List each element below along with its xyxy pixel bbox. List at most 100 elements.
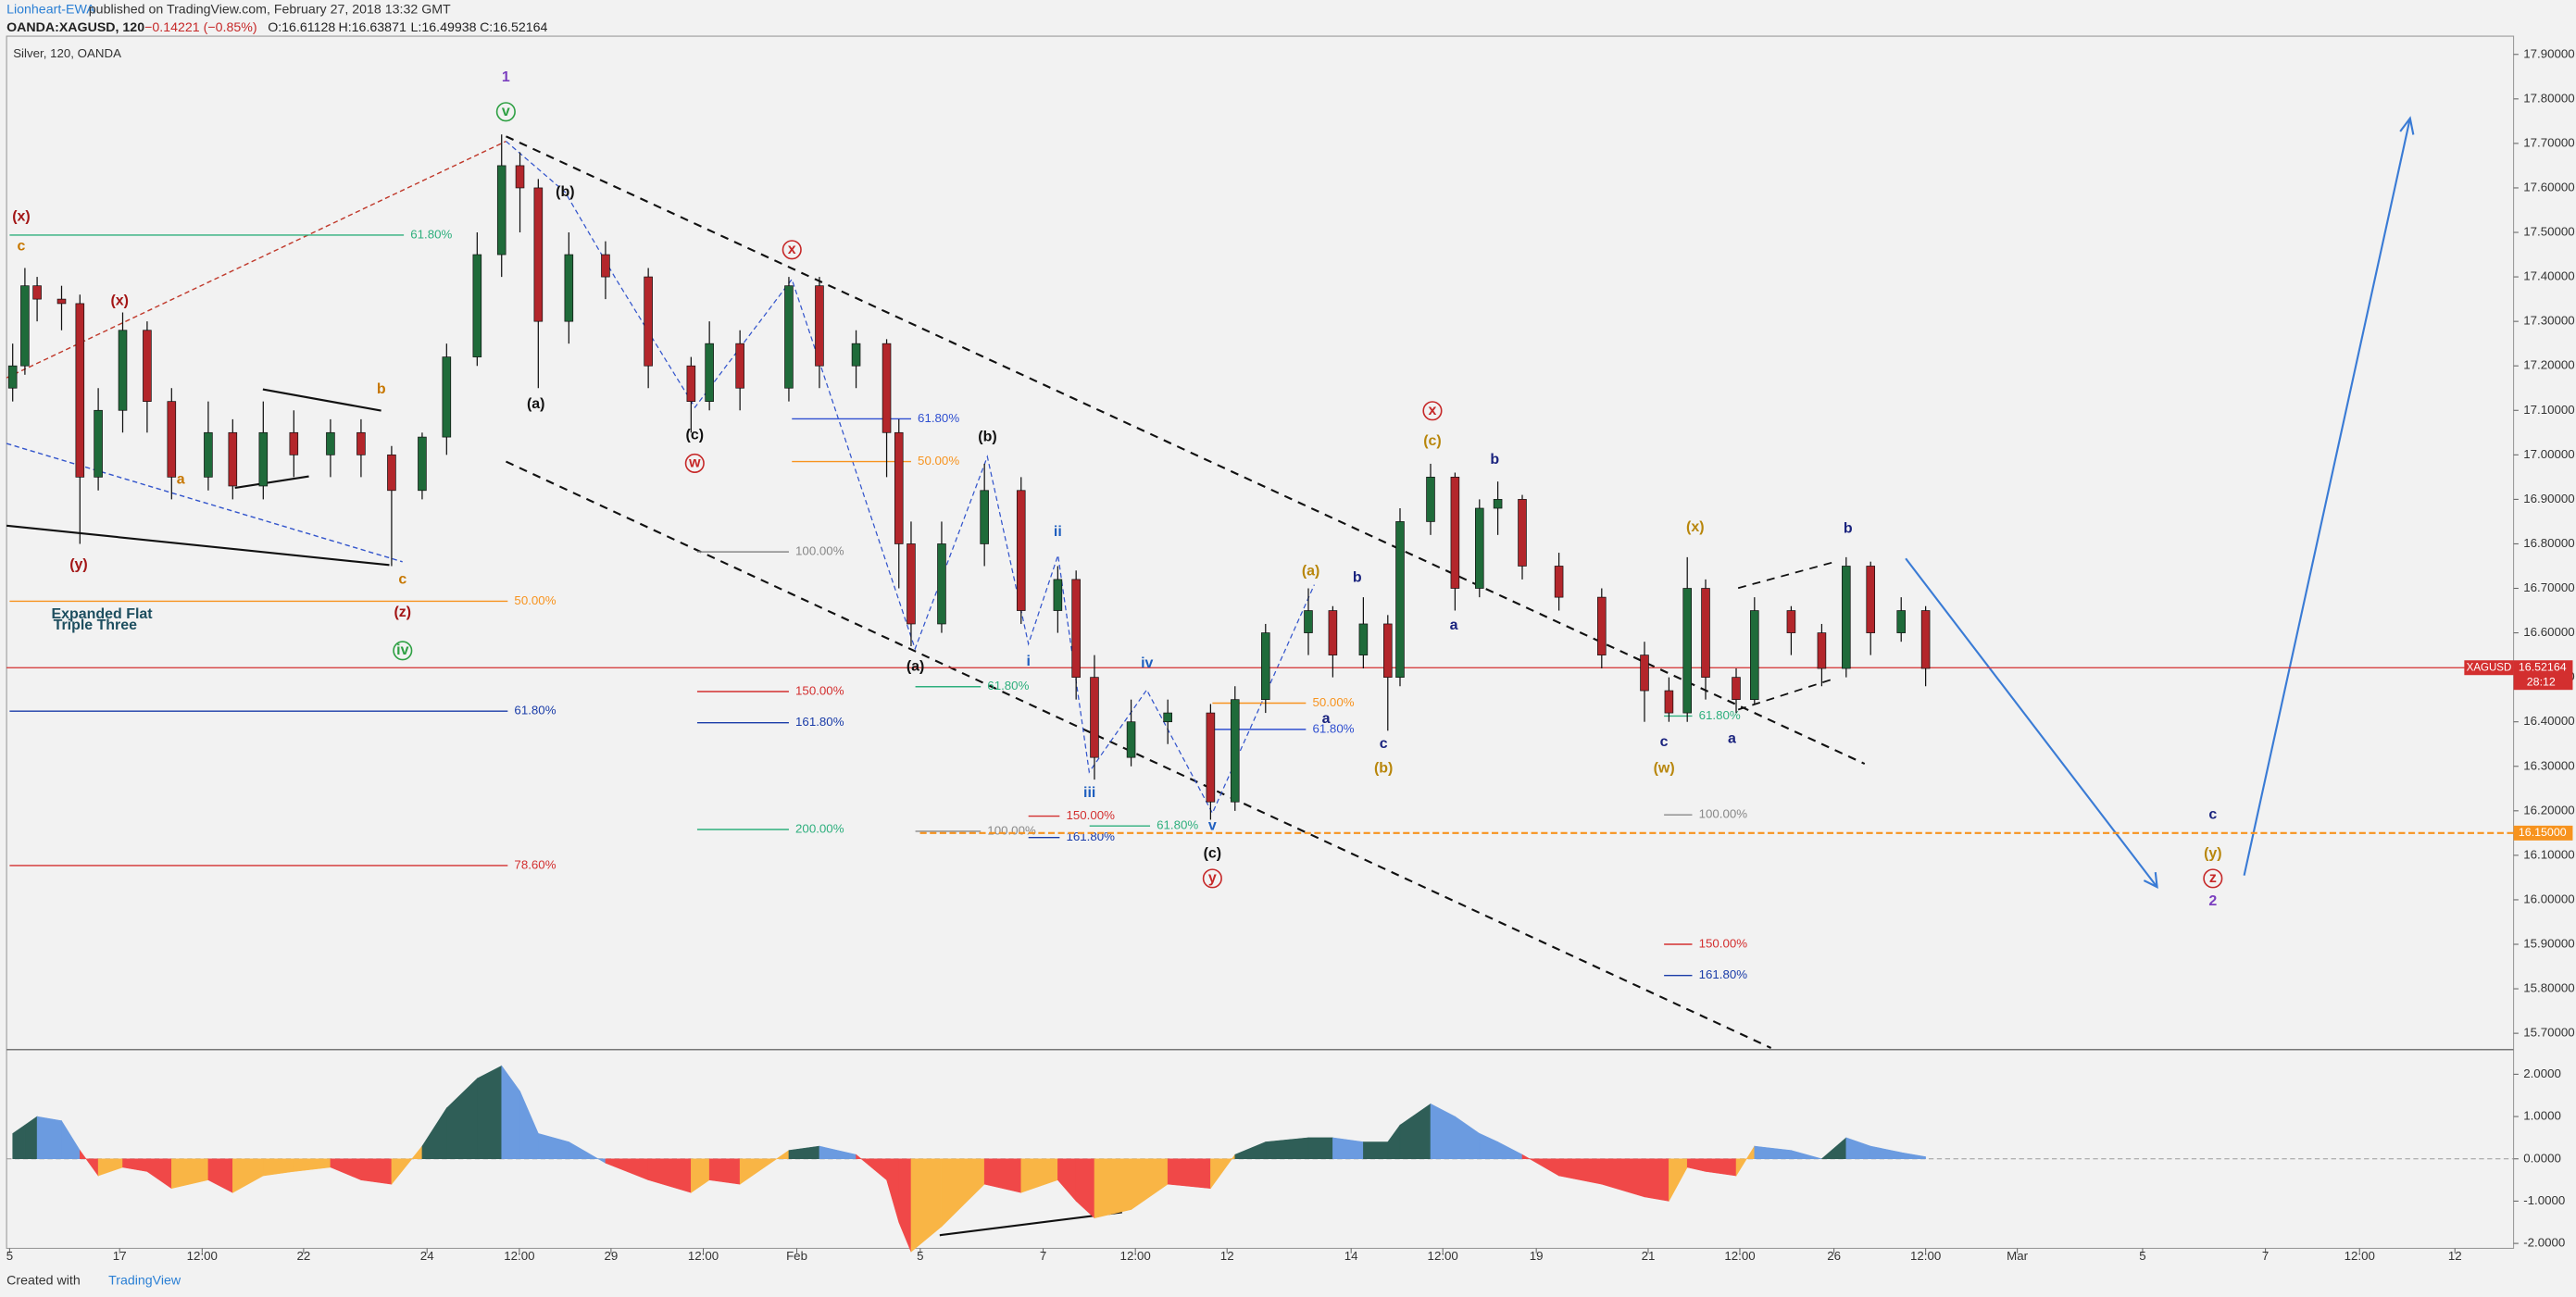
wave-circle: [1422, 401, 1443, 421]
x-tick-label: 5: [917, 1249, 923, 1263]
y-tick-label: 15.70000: [2523, 1026, 2574, 1040]
osc-area: [1900, 1152, 1926, 1160]
candle-body: [143, 330, 152, 403]
candle-body: [7, 365, 18, 389]
author[interactable]: Lionheart-EWA: [6, 2, 95, 17]
channel-upper: [506, 135, 1866, 766]
fib-label: 200.00%: [795, 822, 844, 836]
wave-label: c: [398, 572, 406, 588]
y-tick-label: 16.20000: [2523, 803, 2574, 817]
candle-body: [882, 343, 892, 433]
x-tick-label: 5: [6, 1249, 13, 1263]
y-tick-label: 17.00000: [2523, 447, 2574, 461]
fib-label: 150.00%: [1699, 937, 1748, 951]
candle-body: [442, 356, 452, 438]
brand[interactable]: TradingView: [108, 1274, 181, 1289]
x-tick-label: 12:00: [1120, 1249, 1151, 1263]
candle-body: [1328, 610, 1338, 655]
candle-body: [1732, 677, 1741, 701]
y-tick-label: 16.30000: [2523, 758, 2574, 772]
y-tick-label: 17.40000: [2523, 269, 2574, 283]
candle-body: [20, 285, 30, 367]
candle-body: [515, 165, 525, 189]
candle-body: [1090, 677, 1099, 758]
candle-body: [1701, 588, 1710, 678]
candle-body: [1126, 721, 1136, 758]
candle-body: [56, 298, 67, 305]
fib-label: 61.80%: [1312, 721, 1354, 735]
candle-body: [1382, 623, 1393, 678]
symbol: OANDA:XAGUSD, 120: [6, 20, 144, 35]
wave-label: v: [502, 104, 510, 119]
wave-label: (a): [1302, 563, 1320, 579]
candle-body: [1597, 596, 1607, 655]
wave-label: a: [177, 471, 185, 487]
osc-area: [477, 1065, 502, 1160]
wave-label: (c): [686, 427, 705, 443]
x-tick-label: Mar: [2007, 1249, 2028, 1263]
fib-label: 61.80%: [410, 227, 452, 241]
trend-line: [1737, 560, 1836, 590]
wave-label: z: [2209, 870, 2217, 886]
x-tick-label: 14: [1344, 1249, 1358, 1263]
candle-body: [1682, 588, 1692, 714]
candle-body: [1750, 610, 1759, 701]
wave-label: (y): [69, 557, 88, 573]
x-tick-label: 12:00: [1724, 1249, 1755, 1263]
wave-label: (c): [1204, 846, 1222, 862]
wave-label: (a): [907, 658, 925, 674]
candle-body: [1426, 477, 1435, 522]
wave-label: (x): [12, 208, 31, 224]
x-tick-label: Feb: [786, 1249, 807, 1263]
wave-label: (w): [1654, 760, 1675, 776]
open: O:16.61128: [268, 20, 335, 35]
close: C:16.52164: [480, 20, 547, 35]
wave-label: b: [1353, 570, 1362, 586]
x-tick-label: 7: [1040, 1249, 1046, 1263]
fib-label: 100.00%: [1699, 807, 1748, 821]
change: −0.14221 (−0.85%): [144, 20, 256, 35]
x-tick-label: 24: [420, 1249, 434, 1263]
wave-label: y: [1208, 870, 1217, 886]
wave-label: (b): [978, 429, 996, 444]
wave-label: (b): [1374, 760, 1393, 776]
y-tick-label: 16.80000: [2523, 536, 2574, 550]
y-tick-label: 16.40000: [2523, 714, 2574, 728]
wave-label: v: [1208, 817, 1217, 833]
fib-label: 50.00%: [514, 593, 556, 607]
candle-body: [32, 285, 42, 300]
y-tick-label: 15.90000: [2523, 937, 2574, 951]
x-tick-label: 21: [1642, 1249, 1656, 1263]
fib-label: 100.00%: [795, 544, 844, 558]
candle-body: [1640, 655, 1649, 692]
wave-label: b: [1844, 520, 1853, 536]
candle-body: [851, 343, 861, 367]
fib-label: 150.00%: [795, 684, 844, 698]
candle-body: [228, 431, 238, 487]
osc-area: [1307, 1137, 1333, 1160]
x-tick-label: 12:00: [688, 1249, 719, 1263]
high: H:16.63871: [338, 20, 406, 35]
wave-label: iv: [1141, 655, 1153, 671]
wave-label: c: [2208, 806, 2217, 822]
fib-label: 150.00%: [1066, 808, 1115, 822]
candle-body: [980, 490, 989, 544]
target-tag: [2513, 825, 2573, 841]
published: published on TradingView.com, February 2…: [89, 2, 451, 17]
projection-arrow: [2243, 118, 2411, 876]
candle-body: [1493, 499, 1503, 509]
trend-line: [6, 140, 506, 379]
candle-body: [1071, 579, 1081, 678]
candle-body: [735, 343, 744, 389]
wave-label: Expanded Flat: [52, 606, 154, 622]
wave-label: c: [1660, 734, 1669, 750]
candle-body: [1896, 610, 1907, 633]
candle-body: [815, 285, 824, 367]
osc-area: [1167, 1158, 1211, 1190]
candle-body: [118, 330, 128, 411]
osc-tick-label: 0.0000: [2523, 1151, 2561, 1165]
candle-body: [1395, 521, 1405, 678]
candle-body: [204, 431, 213, 478]
osc-tick-label: -2.0000: [2523, 1236, 2565, 1250]
